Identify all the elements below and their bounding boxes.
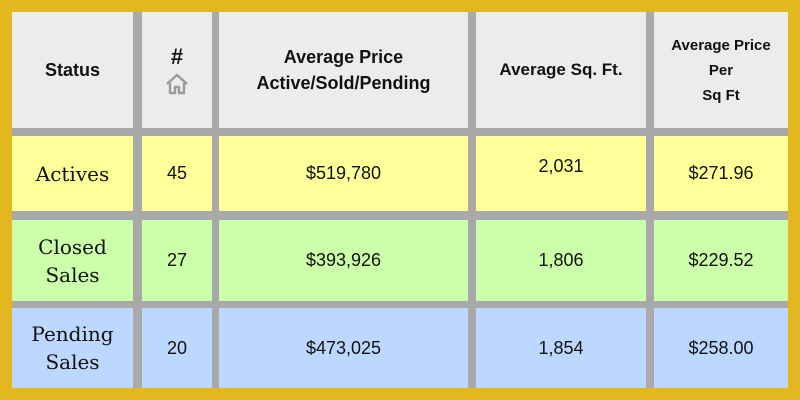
- row-actives-avg-price: $519,780: [219, 136, 468, 211]
- row-pending-status-line1: Pending: [31, 322, 114, 346]
- row-actives-avg-sqft: 2,031: [476, 136, 646, 211]
- header-status: Status: [12, 12, 133, 128]
- row-closed-avg-price-value: $393,926: [305, 250, 382, 270]
- row-closed-avg-price: $393,926: [219, 220, 468, 301]
- home-icon: [166, 73, 188, 95]
- row-actives-avg-price-value: $519,780: [305, 163, 382, 183]
- header-count-label: #: [170, 44, 184, 69]
- row-closed-status-line2: Sales: [45, 262, 100, 287]
- row-pending-avg-sqft-value: 1,854: [538, 337, 584, 358]
- row-closed-count-value: 27: [166, 250, 188, 270]
- row-actives-count: 45: [142, 136, 212, 211]
- row-closed-price-per-sqft: $229.52: [654, 220, 788, 301]
- row-closed-price-per-sqft-value: $229.52: [688, 250, 754, 270]
- row-pending-avg-sqft: 1,854: [476, 308, 646, 388]
- header-price-per-sqft: Average Price Per Sq Ft: [654, 12, 788, 128]
- stats-table: Status # Average Price Active/Sold/Pendi…: [12, 12, 788, 388]
- row-pending-price-per-sqft-value: $258.00: [688, 337, 754, 358]
- row-actives-price-per-sqft: $271.96: [654, 136, 788, 211]
- header-average-sqft-label: Average Sq. Ft.: [499, 60, 623, 79]
- header-price-per-sqft-line3: Sq Ft: [702, 86, 740, 104]
- row-pending-count-value: 20: [166, 337, 188, 358]
- row-actives-status-label: Actives: [35, 161, 110, 186]
- row-closed-count: 27: [142, 220, 212, 301]
- header-average-price-line2: Active/Sold/Pending: [256, 73, 431, 93]
- row-pending-price-per-sqft: $258.00: [654, 308, 788, 388]
- header-status-label: Status: [44, 59, 100, 80]
- row-closed-avg-sqft-value: 1,806: [538, 250, 584, 270]
- row-pending-count: 20: [142, 308, 212, 388]
- row-actives-avg-sqft-value: 2,031: [538, 156, 584, 176]
- row-closed-avg-sqft: 1,806: [476, 220, 646, 301]
- header-price-per-sqft-line2: Per: [708, 61, 734, 79]
- row-actives-price-per-sqft-value: $271.96: [688, 163, 754, 183]
- row-pending-avg-price-value: $473,025: [305, 337, 382, 358]
- row-pending-status-line2: Sales: [45, 350, 100, 374]
- row-closed-status-line1: Closed: [38, 234, 107, 259]
- header-count: #: [142, 12, 212, 128]
- row-pending-avg-price: $473,025: [219, 308, 468, 388]
- header-average-sqft: Average Sq. Ft.: [476, 12, 646, 128]
- header-average-price: Average Price Active/Sold/Pending: [219, 12, 468, 128]
- row-closed-status: Closed Sales: [12, 220, 133, 301]
- header-average-price-line1: Average Price: [283, 47, 404, 67]
- header-price-per-sqft-line1: Average Price: [671, 36, 771, 54]
- row-pending-status: Pending Sales: [12, 308, 133, 388]
- row-actives-status: Actives: [12, 136, 133, 211]
- row-actives-count-value: 45: [166, 163, 188, 183]
